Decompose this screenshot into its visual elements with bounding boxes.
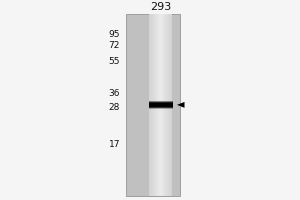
Bar bbox=[169, 14, 170, 196]
Bar bbox=[148, 101, 172, 102]
Bar bbox=[168, 14, 169, 196]
Bar bbox=[148, 102, 172, 103]
Text: 293: 293 bbox=[150, 2, 171, 12]
Bar bbox=[150, 14, 151, 196]
Bar bbox=[148, 104, 172, 105]
Bar bbox=[159, 14, 160, 196]
Bar bbox=[148, 102, 172, 103]
Bar bbox=[148, 103, 172, 104]
Bar bbox=[148, 108, 172, 109]
Bar bbox=[154, 14, 155, 196]
Bar bbox=[148, 104, 172, 105]
Bar bbox=[148, 104, 172, 106]
Bar bbox=[160, 14, 161, 196]
Bar bbox=[148, 107, 172, 108]
Bar bbox=[126, 14, 180, 196]
Bar bbox=[152, 14, 153, 196]
Bar bbox=[165, 14, 166, 196]
Bar bbox=[148, 106, 172, 107]
Bar bbox=[171, 14, 172, 196]
Bar bbox=[148, 106, 172, 107]
Bar bbox=[148, 101, 172, 102]
Bar bbox=[170, 14, 171, 196]
Bar bbox=[148, 105, 172, 106]
Bar bbox=[155, 14, 156, 196]
Bar bbox=[148, 107, 172, 108]
Bar bbox=[148, 106, 172, 107]
Bar bbox=[148, 103, 172, 104]
Text: 17: 17 bbox=[109, 140, 120, 149]
Text: 28: 28 bbox=[109, 103, 120, 112]
Bar bbox=[148, 103, 172, 104]
Bar bbox=[153, 14, 154, 196]
Text: 72: 72 bbox=[109, 41, 120, 50]
Bar bbox=[148, 104, 172, 105]
Bar bbox=[148, 106, 172, 107]
Bar bbox=[167, 14, 168, 196]
Bar bbox=[151, 14, 152, 196]
Bar bbox=[164, 14, 165, 196]
Bar bbox=[148, 102, 172, 103]
Bar bbox=[158, 14, 159, 196]
Bar bbox=[148, 107, 172, 108]
Bar bbox=[148, 108, 172, 109]
Text: 55: 55 bbox=[109, 57, 120, 66]
Bar bbox=[148, 105, 172, 106]
Bar bbox=[148, 14, 149, 196]
Bar bbox=[148, 107, 172, 108]
Bar bbox=[156, 14, 157, 196]
Bar bbox=[163, 14, 164, 196]
Text: 36: 36 bbox=[109, 89, 120, 98]
Polygon shape bbox=[177, 102, 184, 108]
Bar bbox=[162, 14, 163, 196]
Bar bbox=[157, 14, 158, 196]
Bar bbox=[148, 103, 172, 104]
Bar bbox=[148, 103, 172, 105]
Bar bbox=[161, 14, 162, 196]
Bar bbox=[148, 105, 172, 106]
Bar bbox=[148, 102, 172, 103]
Text: 95: 95 bbox=[109, 30, 120, 39]
Bar bbox=[148, 105, 172, 106]
Bar bbox=[149, 14, 150, 196]
Bar bbox=[148, 101, 172, 102]
